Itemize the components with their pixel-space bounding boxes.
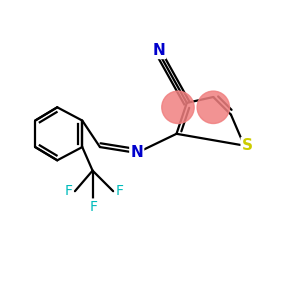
- Text: F: F: [90, 200, 98, 214]
- Text: N: N: [152, 43, 165, 58]
- Circle shape: [162, 91, 194, 124]
- Text: F: F: [64, 184, 72, 198]
- Text: S: S: [242, 138, 253, 153]
- Circle shape: [197, 91, 230, 124]
- Text: N: N: [130, 146, 143, 160]
- Text: F: F: [116, 184, 124, 198]
